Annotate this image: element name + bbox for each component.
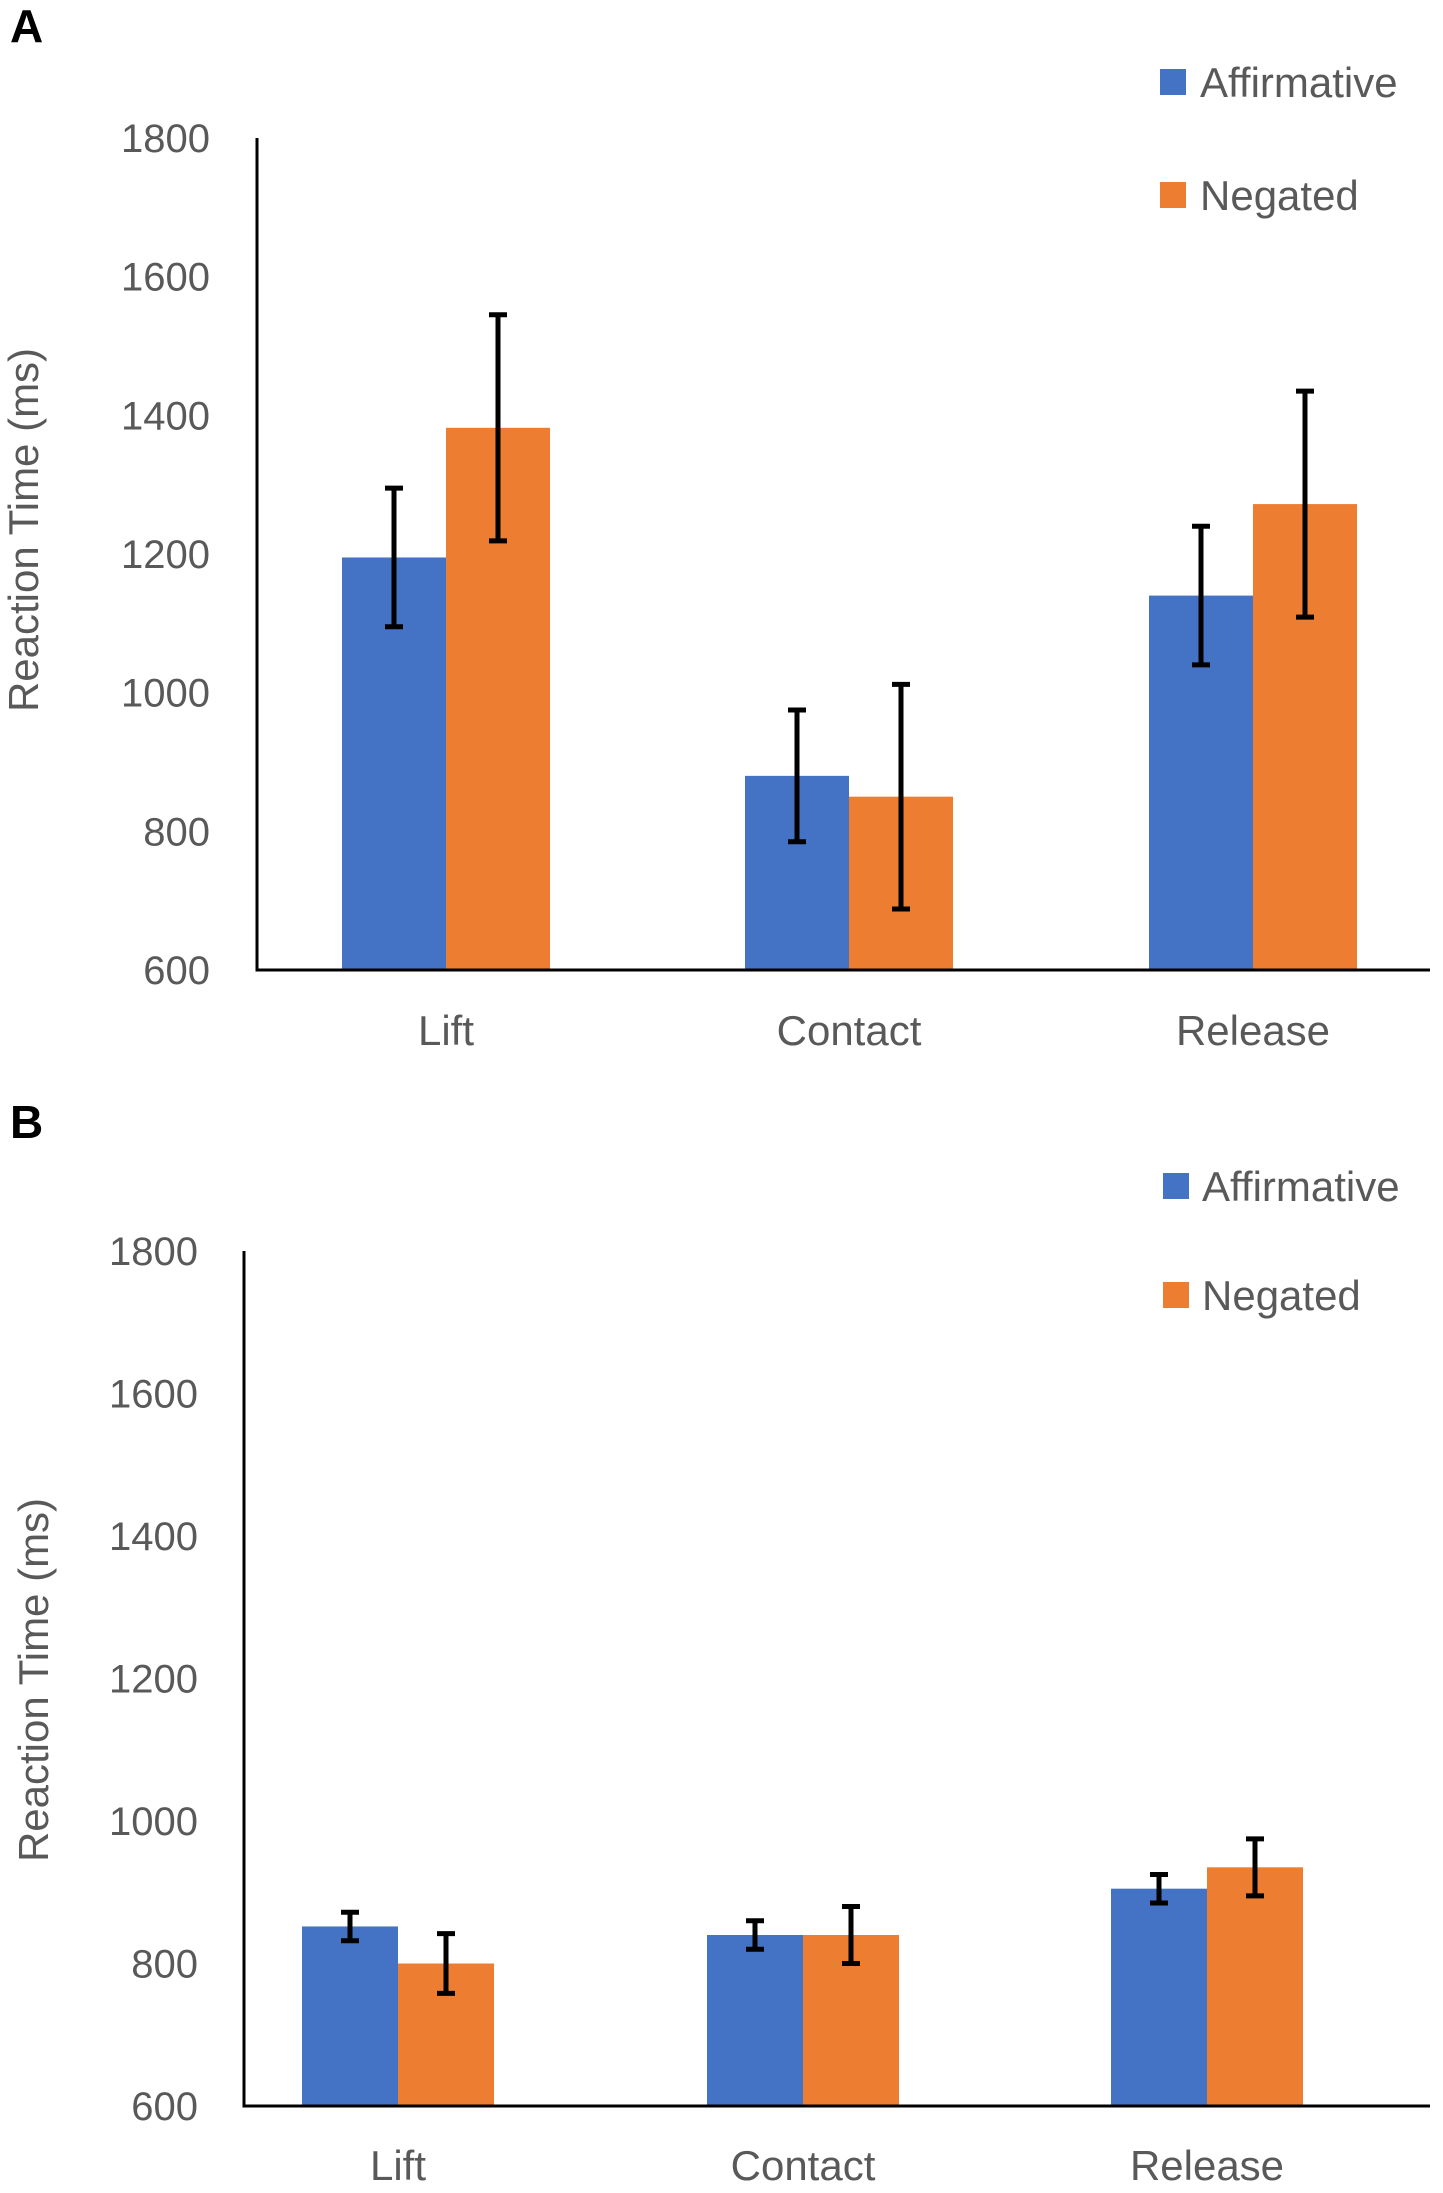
panel-a-legend-label-affirmative: Affirmative bbox=[1200, 59, 1398, 106]
panel-a-y-tick-label: 800 bbox=[143, 810, 210, 854]
chart-panel-a: A 600 800 1000 1200 1400 1600 1800 Reaction Tim… bbox=[0, 0, 1430, 1054]
panel-a-x-tick-label-release: Release bbox=[1176, 1007, 1330, 1054]
panel-b-legend-label-negated: Negated bbox=[1202, 1272, 1361, 1319]
panel-b-x-tick-label-contact: Contact bbox=[731, 2142, 876, 2189]
panel-a-y-tick-label: 1600 bbox=[121, 256, 210, 300]
panel-a-x-tick-label-contact: Contact bbox=[777, 1007, 922, 1054]
panel-b-y-tick-label: 800 bbox=[131, 1943, 198, 1987]
panel-letter-a: A bbox=[10, 0, 43, 52]
panel-a-y-tick-label: 1000 bbox=[121, 672, 210, 716]
panel-a-x-tick-label-lift: Lift bbox=[418, 1007, 474, 1054]
panel-b-y-tick-label: 1000 bbox=[109, 1800, 198, 1844]
panel-a-y-tick-label: 1400 bbox=[121, 394, 210, 438]
panel-a-legend-swatch-negated bbox=[1160, 182, 1186, 208]
panel-a-y-tick-label: 600 bbox=[143, 949, 210, 993]
panel-b-y-tick-label: 600 bbox=[131, 2085, 198, 2129]
panel-a-legend-label-negated: Negated bbox=[1200, 172, 1359, 219]
panel-a-legend-swatch-affirmative bbox=[1160, 69, 1186, 95]
panel-b-x-tick-label-lift: Lift bbox=[370, 2142, 426, 2189]
panel-b-legend-label-affirmative: Affirmative bbox=[1202, 1163, 1400, 1210]
panel-b-bar-affirmative-lift bbox=[302, 1926, 398, 2106]
panel-b-y-tick-label: 1200 bbox=[109, 1658, 198, 1702]
panel-b-bar-affirmative-release bbox=[1111, 1888, 1207, 2106]
panel-b-bar-negated-release bbox=[1207, 1867, 1303, 2106]
panel-b-bar-affirmative-contact bbox=[707, 1935, 803, 2106]
panel-b-x-tick-label-release: Release bbox=[1130, 2142, 1284, 2189]
panel-b-y-tick-label: 1800 bbox=[109, 1230, 198, 1274]
panel-a-y-tick-label: 1200 bbox=[121, 533, 210, 577]
panel-b-legend-swatch-negated bbox=[1163, 1282, 1189, 1308]
panel-b-y-tick-label: 1400 bbox=[109, 1515, 198, 1559]
panel-b-y-tick-label: 1600 bbox=[109, 1373, 198, 1417]
panel-a-y-tick-label: 1800 bbox=[121, 117, 210, 161]
panel-b-legend-swatch-affirmative bbox=[1163, 1173, 1189, 1199]
panel-a-y-axis-label: Reaction Time (ms) bbox=[0, 348, 47, 712]
panel-b-y-axis-label: Reaction Time (ms) bbox=[10, 1498, 57, 1862]
panel-letter-b: B bbox=[10, 1096, 43, 1148]
chart-panel-b: B 600 800 1000 1200 1400 1600 1800 Reaction Tim… bbox=[10, 1096, 1430, 2189]
